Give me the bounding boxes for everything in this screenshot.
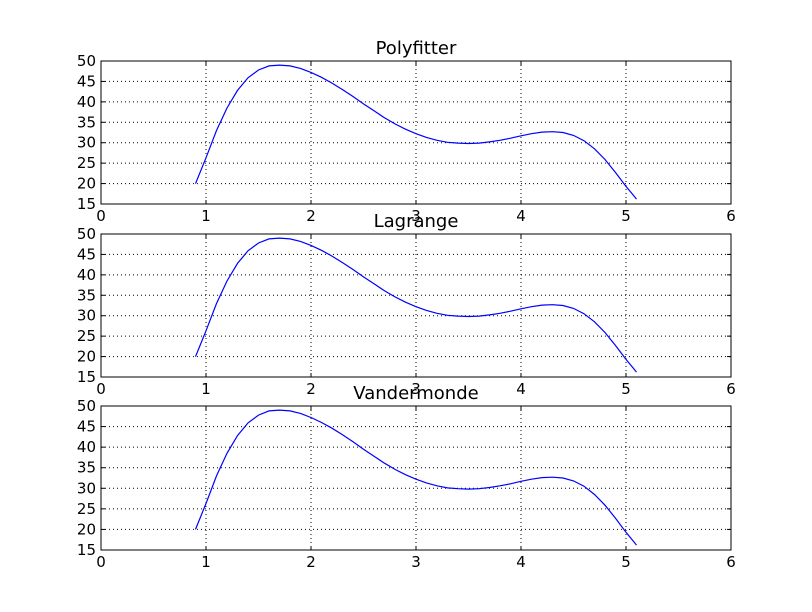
- y-tick-label: 25: [77, 327, 96, 345]
- x-tick-label: 4: [516, 553, 526, 571]
- x-tick-label: 6: [726, 553, 736, 571]
- x-tick-label: 0: [96, 207, 106, 225]
- y-tick-label: 15: [77, 541, 96, 559]
- y-tick-label: 45: [77, 245, 96, 263]
- x-tick-label: 5: [621, 207, 631, 225]
- x-tick-label: 6: [726, 207, 736, 225]
- x-tick-label: 1: [201, 207, 211, 225]
- x-tick-label: 5: [621, 380, 631, 398]
- x-tick-label: 0: [96, 380, 106, 398]
- y-tick-label: 35: [77, 113, 96, 131]
- x-tick-label: 3: [411, 553, 421, 571]
- y-tick-label: 20: [77, 520, 96, 538]
- x-tick-label: 0: [96, 553, 106, 571]
- subplot-title: Vandermonde: [353, 383, 478, 404]
- series-line: [194, 409, 637, 546]
- series-line: [194, 237, 637, 373]
- y-tick-label: 40: [77, 438, 96, 456]
- x-tick-label: 6: [726, 380, 736, 398]
- x-tick-label: 2: [306, 207, 316, 225]
- y-tick-label: 50: [77, 52, 96, 70]
- x-tick-label: 1: [201, 553, 211, 571]
- subplot-title: Lagrange: [374, 211, 459, 232]
- y-tick-label: 25: [77, 154, 96, 172]
- y-tick-label: 25: [77, 500, 96, 518]
- y-tick-label: 20: [77, 175, 96, 193]
- x-tick-label: 2: [306, 380, 316, 398]
- y-tick-label: 50: [77, 225, 96, 243]
- y-tick-label: 15: [77, 368, 96, 386]
- y-tick-label: 40: [77, 266, 96, 284]
- x-tick-label: 5: [621, 553, 631, 571]
- y-tick-label: 20: [77, 348, 96, 366]
- x-tick-label: 2: [306, 553, 316, 571]
- y-tick-label: 15: [77, 195, 96, 213]
- x-tick-label: 4: [516, 207, 526, 225]
- x-tick-label: 4: [516, 380, 526, 398]
- subplot-title: Polyfitter: [376, 38, 457, 59]
- y-tick-label: 30: [77, 134, 96, 152]
- series-line: [194, 64, 637, 200]
- y-tick-label: 50: [77, 397, 96, 415]
- y-tick-label: 45: [77, 72, 96, 90]
- x-tick-label: 3: [411, 207, 421, 225]
- x-tick-label: 3: [411, 380, 421, 398]
- y-tick-label: 35: [77, 459, 96, 477]
- y-tick-label: 30: [77, 479, 96, 497]
- y-tick-label: 30: [77, 307, 96, 325]
- x-tick-label: 1: [201, 380, 211, 398]
- y-tick-label: 45: [77, 418, 96, 436]
- y-tick-label: 40: [77, 93, 96, 111]
- y-tick-label: 35: [77, 286, 96, 304]
